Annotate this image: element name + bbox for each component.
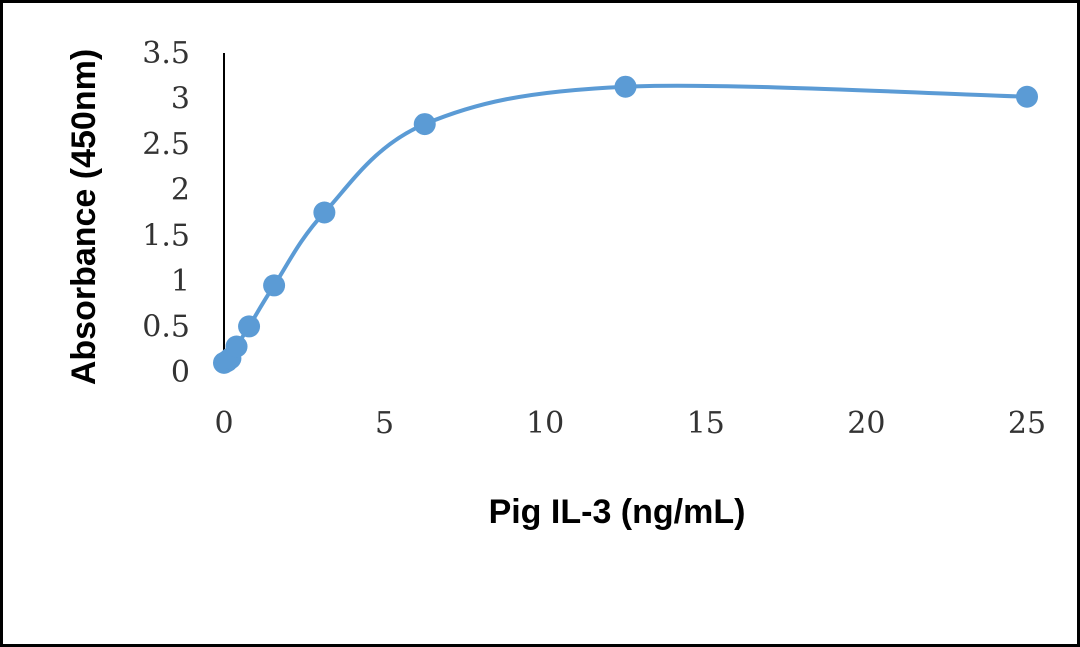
x-tick-labels: 0 5 10 15 20 25 <box>214 406 1046 441</box>
data-point <box>238 315 261 338</box>
x-tick-label: 0 <box>214 406 233 441</box>
y-tick-label: 0 <box>171 355 190 390</box>
series-points-group <box>213 75 1038 374</box>
x-tick-label: 15 <box>687 406 725 441</box>
x-tick-label: 10 <box>526 406 564 441</box>
x-tick-label: 20 <box>847 406 885 441</box>
y-tick-label: 0.5 <box>142 309 190 344</box>
x-tick-label: 25 <box>1008 406 1046 441</box>
data-point <box>1016 85 1038 108</box>
y-tick-label: 1 <box>171 264 190 299</box>
y-tick-label: 2 <box>171 173 190 208</box>
y-axis-title: Absorbance (450nm) <box>65 49 103 385</box>
data-point <box>313 201 336 224</box>
series-line <box>222 83 1029 365</box>
y-tick-label: 2.5 <box>142 127 190 162</box>
data-point <box>263 274 286 297</box>
data-point <box>413 113 436 136</box>
data-point <box>225 335 248 358</box>
x-tick-label: 5 <box>375 406 394 441</box>
x-axis-title: Pig IL-3 (ng/mL) <box>489 493 746 531</box>
y-tick-labels: 0 0.5 1 1.5 2 2.5 3 3.5 <box>142 36 190 390</box>
series-line-group <box>222 83 1029 365</box>
y-tick-label: 1.5 <box>142 218 190 253</box>
y-tick-label: 3 <box>171 82 190 117</box>
y-tick-label: 3.5 <box>142 36 190 71</box>
data-point <box>614 75 637 98</box>
